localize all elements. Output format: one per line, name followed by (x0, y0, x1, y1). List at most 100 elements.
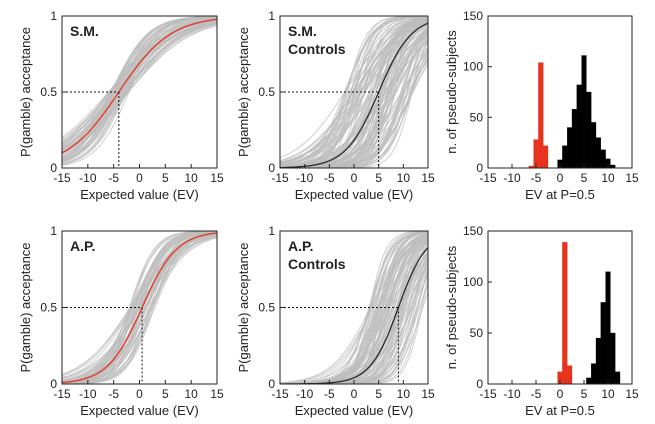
x-tick-label: 15 (625, 387, 639, 401)
histogram-bar (595, 337, 601, 384)
y-tick-label: 0.5 (258, 85, 275, 99)
x-axis-label: EV at P=0.5 (525, 403, 595, 418)
y-tick-label: 50 (470, 110, 484, 124)
x-tick-label: -10 (296, 171, 314, 185)
histogram-bar (615, 371, 621, 384)
x-tick-label: 0 (136, 387, 143, 401)
x-tick-label: -5 (531, 387, 542, 401)
x-tick-label: -5 (108, 171, 119, 185)
histogram-series (557, 242, 573, 384)
x-tick-label: 0 (351, 387, 358, 401)
x-tick-label: 15 (421, 171, 435, 185)
panel-title: S.M. (70, 23, 99, 39)
x-tick-label: -15 (271, 387, 289, 401)
histogram-series (528, 62, 549, 168)
panel-title: S.M. (288, 23, 317, 39)
band-curve (280, 28, 428, 166)
band-curve (62, 17, 217, 160)
plot-area (528, 55, 616, 168)
band-curve (280, 36, 428, 167)
band-curve (280, 16, 428, 168)
axes-frame (487, 15, 633, 169)
y-tick-label: 1 (268, 9, 275, 23)
band-curve (62, 18, 217, 162)
x-tick-label: 0 (557, 387, 564, 401)
histogram-bar (610, 332, 616, 384)
x-axis-label: Expected value (EV) (295, 187, 414, 202)
band-curve (62, 21, 217, 145)
x-tick-label: 5 (375, 387, 382, 401)
y-axis-label: P(gamble) acceptance (18, 27, 33, 157)
histogram-bar (591, 122, 597, 168)
x-tick-label: -5 (324, 387, 335, 401)
panel-subtitle: Controls (288, 41, 346, 57)
y-tick-label: 0 (50, 377, 57, 391)
histogram-bar (605, 271, 611, 384)
histogram-bar (562, 242, 568, 384)
histogram-bar (567, 365, 573, 384)
x-tick-label: 0 (557, 171, 564, 185)
band-curve (62, 234, 217, 376)
histogram-bar (600, 302, 606, 384)
x-tick-label: -5 (531, 171, 542, 185)
histogram-bar (581, 55, 587, 168)
y-tick-label: 0.5 (40, 85, 57, 99)
histogram-bar (562, 145, 568, 168)
x-tick-label: -10 (79, 171, 97, 185)
x-tick-label: -10 (503, 171, 521, 185)
fit-curve (62, 232, 217, 384)
x-tick-label: 10 (601, 171, 615, 185)
band-curve (62, 20, 217, 142)
x-tick-label: -15 (53, 171, 71, 185)
panel-title: A.P. (70, 238, 95, 254)
x-tick-label: -10 (79, 387, 97, 401)
y-tick-label: 50 (470, 326, 484, 340)
histogram-series (586, 271, 621, 384)
y-tick-label: 0 (476, 377, 483, 391)
panel-bottom-left: -15 -10 -5 0 5 10 15 0 0.5 1 Expected value (EV) P(… (18, 224, 224, 418)
x-tick-label: -15 (479, 171, 497, 185)
histogram-bar (533, 139, 539, 168)
y-axis-label: P(gamble) acceptance (236, 27, 251, 157)
y-axis-label: n. of pseudo-subjects (444, 245, 459, 369)
band-curve (62, 231, 217, 382)
y-axis-label: n. of pseudo-subjects (444, 30, 459, 154)
y-tick-label: 0.5 (258, 301, 275, 315)
x-axis-label: Expected value (EV) (80, 403, 199, 418)
histogram-bar (591, 363, 597, 384)
histogram-bar (571, 109, 577, 168)
y-tick-label: 0 (476, 161, 483, 175)
band-curve (280, 22, 428, 161)
x-tick-label: 0 (351, 171, 358, 185)
x-tick-label: 15 (210, 387, 224, 401)
x-tick-label: 5 (162, 171, 169, 185)
y-tick-label: 150 (463, 224, 483, 238)
x-tick-label: -10 (503, 387, 521, 401)
x-tick-label: 10 (397, 171, 411, 185)
panel-title: A.P. (288, 238, 313, 254)
band-curves (62, 16, 217, 166)
x-tick-label: -10 (296, 387, 314, 401)
y-axis-label: P(gamble) acceptance (18, 242, 33, 372)
band-curve (62, 231, 217, 383)
x-tick-label: 0 (136, 171, 143, 185)
x-axis-label: EV at P=0.5 (525, 187, 595, 202)
y-tick-label: 1 (50, 9, 57, 23)
plot-area (557, 242, 621, 384)
histogram-bar (538, 62, 544, 168)
plot-area (62, 16, 217, 166)
x-tick-label: 10 (397, 387, 411, 401)
x-tick-label: 10 (601, 387, 615, 401)
y-tick-label: 0.5 (40, 301, 57, 315)
histogram-bar (600, 149, 606, 168)
band-curve (280, 237, 428, 384)
y-tick-label: 100 (463, 275, 483, 289)
x-tick-label: 15 (210, 171, 224, 185)
band-curve (280, 16, 428, 167)
x-axis-label: Expected value (EV) (295, 403, 414, 418)
x-tick-label: -5 (324, 171, 335, 185)
histogram-bar (543, 145, 549, 168)
y-tick-label: 100 (463, 60, 483, 74)
